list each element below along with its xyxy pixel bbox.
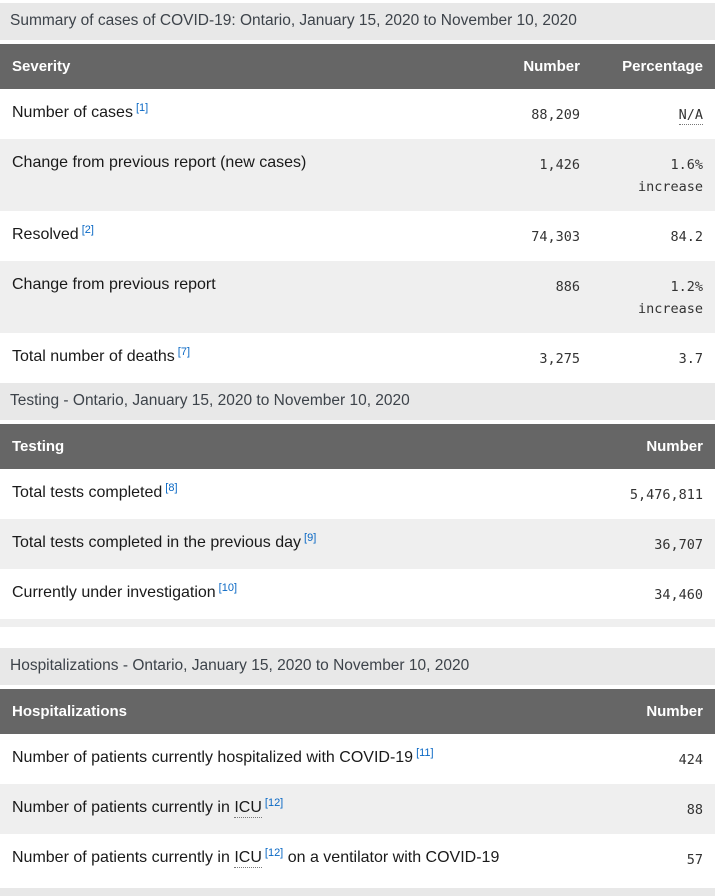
- column-header-percentage: Percentage: [592, 44, 715, 89]
- row-label: Total tests completed in the previous da…: [12, 534, 302, 551]
- number-cell: 886: [555, 279, 580, 295]
- row-label-cell: Number of cases [1]: [0, 89, 500, 139]
- percentage-cell: 1.6% increase: [637, 157, 703, 195]
- table-row: Resolved [2] 74,303 84.2: [0, 211, 715, 261]
- section-testing: Testing - Ontario, January 15, 2020 to N…: [0, 383, 715, 627]
- table-row: Number of cases [1] 88,209 N/A: [0, 89, 715, 139]
- footnote-link[interactable]: [10]: [218, 581, 238, 594]
- row-label-cell: Change from previous report (new cases): [0, 139, 500, 211]
- column-header-severity: Severity: [0, 44, 500, 89]
- row-label-continued: on a ventilator with COVID-19: [287, 849, 500, 866]
- abbreviation: ICU: [234, 849, 262, 868]
- row-label-cell: Change from previous report: [0, 261, 500, 333]
- footnote-link[interactable]: [11]: [416, 746, 434, 759]
- percentage-cell: 1.2% increase: [637, 279, 703, 317]
- row-label-cell: Number of patients currently hospitalize…: [0, 734, 585, 784]
- footnote-link[interactable]: [8]: [165, 481, 178, 494]
- number-cell: 1,426: [539, 157, 580, 173]
- table-header-row: Testing Number: [0, 424, 715, 469]
- footnote-ref: [7]: [178, 346, 190, 358]
- testing-table: Testing Number Total tests completed [8] 5,…: [0, 424, 715, 627]
- table-row: Total tests completed in the previous da…: [0, 519, 715, 569]
- row-label-cell: Resolved [2]: [0, 211, 500, 261]
- footnote-link[interactable]: [12]: [264, 846, 284, 859]
- number-cell: 3,275: [539, 351, 580, 367]
- number-cell: 34,460: [654, 587, 703, 603]
- row-label: Number of patients currently hospitalize…: [12, 749, 414, 766]
- table-row: Change from previous report 886 1.2% incre…: [0, 261, 715, 333]
- footnote-link[interactable]: [12]: [264, 796, 284, 809]
- number-cell: 88: [686, 802, 703, 818]
- footnote-ref: [1]: [136, 102, 148, 114]
- abbreviation: N/A: [678, 107, 703, 125]
- row-label-cell: Total tests completed [8]: [0, 469, 585, 519]
- footnote-ref: [2]: [82, 224, 94, 236]
- footnote-link[interactable]: [1]: [135, 101, 149, 114]
- table-row: Total tests completed [8] 5,476,811: [0, 469, 715, 519]
- table-row: Number of patients currently hospitalize…: [0, 734, 715, 784]
- covid-summary-page: Summary of cases of COVID-19: Ontario, J…: [0, 3, 715, 896]
- table-header-row: Hospitalizations Number: [0, 689, 715, 734]
- row-label: Number of patients currently in: [12, 849, 230, 866]
- table-header-row: Severity Number Percentage: [0, 44, 715, 89]
- spacer-cell: [0, 619, 715, 627]
- footnote-ref: [11]: [416, 747, 434, 759]
- table-row: Total number of deaths [7] 3,275 3.7: [0, 333, 715, 383]
- row-label: Currently under investigation: [12, 584, 216, 601]
- next-section-heading-partial: [0, 888, 715, 896]
- row-label: Number of cases: [12, 104, 133, 121]
- row-label-cell: Currently under investigation [10]: [0, 569, 585, 619]
- column-header-number: Number: [585, 424, 715, 469]
- table-row: Currently under investigation [10] 34,460: [0, 569, 715, 619]
- column-header-testing: Testing: [0, 424, 585, 469]
- footnote-ref: [8]: [165, 482, 177, 494]
- table-row: Change from previous report (new cases) 1…: [0, 139, 715, 211]
- percentage-cell: 3.7: [678, 351, 703, 367]
- number-cell: 57: [686, 852, 703, 868]
- row-label: Total number of deaths: [12, 348, 175, 365]
- row-label: Change from previous report: [12, 276, 216, 293]
- row-label-cell: Number of patients currently in ICU [12]: [0, 784, 585, 834]
- section-heading: Summary of cases of COVID-19: Ontario, J…: [0, 3, 715, 40]
- row-label-cell: Number of patients currently in ICU [12] …: [0, 834, 585, 884]
- section-hospitalizations: Hospitalizations - Ontario, January 15, …: [0, 648, 715, 884]
- number-cell: 36,707: [654, 537, 703, 553]
- footnote-ref: [12]: [265, 797, 283, 809]
- footnote-ref: [12]: [265, 847, 283, 859]
- footnote-ref: [10]: [219, 582, 237, 594]
- hospitalizations-table: Hospitalizations Number Number of patient…: [0, 689, 715, 884]
- section-heading: Hospitalizations - Ontario, January 15, …: [0, 648, 715, 685]
- number-cell: 5,476,811: [629, 487, 703, 503]
- table-row: Number of patients currently in ICU [12] 8…: [0, 784, 715, 834]
- footnote-link[interactable]: [9]: [304, 531, 317, 544]
- number-cell: 74,303: [531, 229, 580, 245]
- column-header-number: Number: [500, 44, 592, 89]
- column-header-number: Number: [585, 689, 715, 734]
- footnote-link[interactable]: [7]: [177, 345, 190, 358]
- row-label: Total tests completed: [12, 484, 163, 501]
- footnote-ref: [9]: [304, 532, 316, 544]
- section-heading: Testing - Ontario, January 15, 2020 to N…: [0, 383, 715, 420]
- number-cell: 88,209: [531, 107, 580, 123]
- section-summary-of-cases: Summary of cases of COVID-19: Ontario, J…: [0, 3, 715, 383]
- table-row: Number of patients currently in ICU [12] …: [0, 834, 715, 884]
- severity-table: Severity Number Percentage Number of cases…: [0, 44, 715, 383]
- percentage-cell: N/A: [592, 89, 715, 139]
- row-label: Resolved: [12, 226, 79, 243]
- number-cell: 424: [678, 752, 703, 768]
- column-header-hospitalizations: Hospitalizations: [0, 689, 585, 734]
- row-label-cell: Total number of deaths [7]: [0, 333, 500, 383]
- row-label-cell: Total tests completed in the previous da…: [0, 519, 585, 569]
- percentage-cell: 84.2: [670, 229, 703, 245]
- abbreviation: ICU: [234, 799, 262, 818]
- row-label: Change from previous report (new cases): [12, 154, 307, 171]
- footnote-link[interactable]: [2]: [81, 223, 94, 236]
- row-label: Number of patients currently in: [12, 799, 230, 816]
- spacer-row: [0, 619, 715, 627]
